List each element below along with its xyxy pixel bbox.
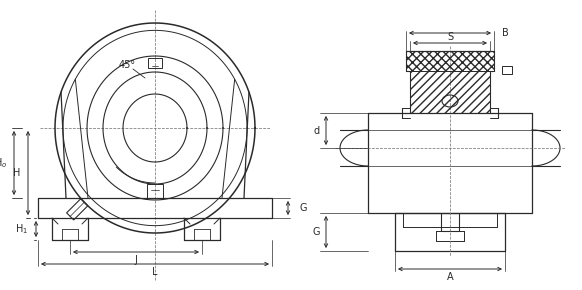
Text: J: J — [134, 255, 137, 265]
Text: H: H — [13, 168, 20, 178]
Text: 45°: 45° — [119, 60, 136, 70]
Bar — [147, 184, 163, 198]
Text: S: S — [447, 32, 453, 42]
Text: d: d — [314, 126, 320, 135]
Bar — [502, 66, 512, 74]
Text: B: B — [502, 28, 509, 38]
Text: G: G — [300, 203, 307, 213]
Bar — [148, 58, 162, 68]
Text: H$_o$: H$_o$ — [0, 156, 7, 170]
Text: A: A — [447, 272, 453, 282]
Text: G: G — [313, 227, 320, 237]
Text: L: L — [152, 267, 158, 277]
Text: H$_1$: H$_1$ — [15, 222, 28, 236]
